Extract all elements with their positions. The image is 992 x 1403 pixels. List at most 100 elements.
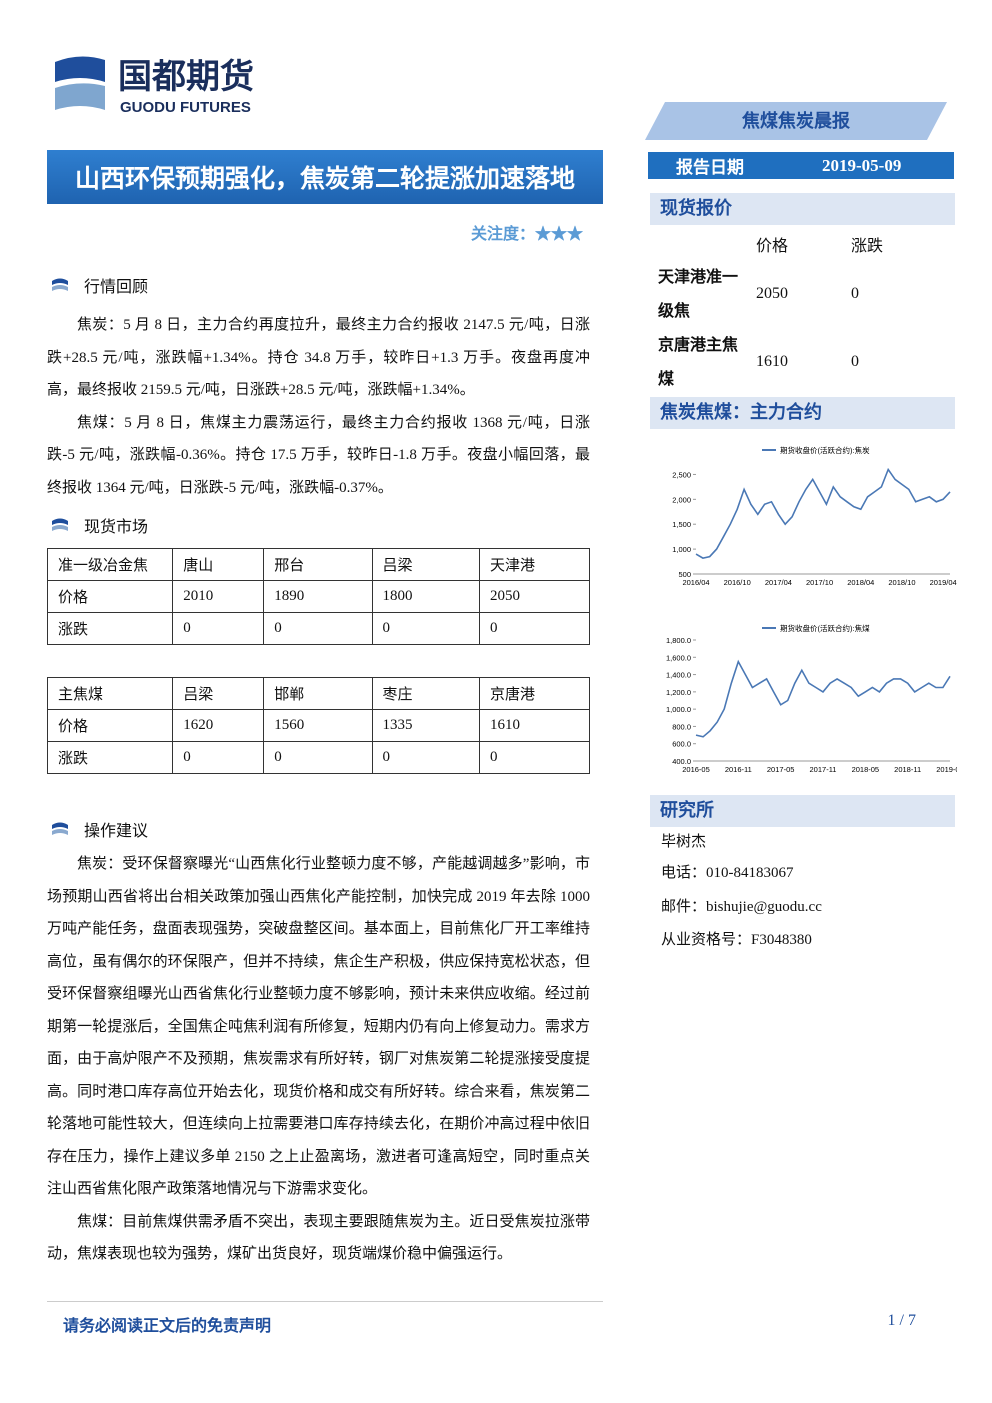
column-header: 价格 [756, 236, 789, 255]
report-banner: 焦煤焦炭晨报 [645, 102, 947, 140]
section-heading: 操作建议 [50, 817, 148, 841]
y-tick-label: 1,400.0 [666, 671, 691, 680]
table-cell: 1890 [263, 580, 373, 613]
disclaimer: 请务必阅读正文后的免责声明 [63, 1316, 272, 1335]
y-tick-label: 1,800.0 [666, 636, 691, 645]
table-cell: 0 [371, 741, 480, 774]
chart: 500 1,000 1,500 2,000 2,500 2016/04 2016/10 201… [672, 445, 957, 587]
x-tick-label: 2019/04 [930, 578, 957, 587]
table-cell: 0 [371, 612, 480, 645]
table-cell: 2050 [478, 580, 591, 613]
quote-change: 0 [851, 285, 859, 302]
x-tick-label: 2017/04 [765, 578, 792, 587]
table-cell: 吕梁 [371, 548, 480, 581]
quote-change: 0 [851, 353, 859, 370]
logo-en: GUODU FUTURES [120, 99, 251, 116]
doc-title: 山西环保预期强化，焦炭第二轮提涨加速落地 [47, 150, 603, 204]
researcher-phone: 电话：010-84183067 [661, 865, 794, 881]
table-cell: 0 [172, 741, 265, 774]
heading-text: 现货市场 [84, 519, 149, 536]
x-tick-label: 2018/10 [888, 578, 915, 587]
table-row: 涨跌 0 0 0 0 [46, 612, 591, 645]
icon [52, 822, 68, 835]
spot-table: 准一级冶金焦 唐山 邢台 吕梁 天津港 价格 2010 1890 1800 2050 涨跌 0 0 0 0 [46, 548, 591, 645]
x-tick-label: 2019-05 [936, 765, 957, 774]
table-row: 涨跌 0 0 0 0 [46, 741, 591, 774]
table-cell: 0 [478, 612, 591, 645]
table-cell: 天津港 [478, 548, 591, 581]
series-line [695, 467, 951, 559]
heading-text: 操作建议 [84, 823, 149, 840]
x-tick-label: 2018-05 [852, 765, 880, 774]
column-header: 涨跌 [851, 236, 884, 255]
table-cell: 涨跌 [46, 612, 174, 645]
table-cell: 1800 [371, 580, 480, 613]
x-tick-label: 2016/04 [682, 578, 709, 587]
advice-text: 焦炭：受环保督察曝光“山西焦化行业整顿力度不够，产能越调越多”影响，市场预期山西… [47, 848, 590, 1271]
spot-tables: 准一级冶金焦 唐山 邢台 吕梁 天津港 价格 2010 1890 1800 2050 涨跌 0 0 0 0 主… [46, 548, 591, 774]
legend-label: 期货收盘价(活跃合约):焦炭 [780, 445, 870, 455]
table-cell: 邯郸 [263, 677, 373, 710]
quote-table: 价格 涨跌 天津港准一级焦 2050 0 京唐港主焦煤 1610 0 [658, 228, 954, 396]
section-heading: 现货市场 [50, 513, 148, 537]
report-name: 焦煤焦炭晨报 [741, 110, 850, 132]
paragraph: 焦煤：5 月 8 日，焦煤主力震荡运行，最终主力合约报收 1368 元/吨，日涨… [47, 414, 590, 496]
quote-price: 1610 [756, 353, 788, 370]
quote-header: 价格 涨跌 [658, 228, 954, 260]
y-tick-label: 500 [678, 570, 691, 579]
quote-name: 京唐港主焦煤 [658, 335, 739, 388]
futures-heading: 焦炭焦煤：主力合约 [650, 397, 955, 429]
paragraph: 焦炭：5 月 8 日，主力合约再度拉升，最终主力合约报收 2147.5 元/吨，… [47, 317, 590, 398]
x-tick-label: 2016/10 [724, 578, 751, 587]
y-tick-label: 1,200.0 [666, 688, 691, 697]
table-cell: 2010 [172, 580, 265, 613]
review-text: 焦炭：5 月 8 日，主力合约再度拉升，最终主力合约报收 2147.5 元/吨，… [47, 309, 590, 504]
series-line [695, 659, 951, 738]
research-heading: 研究所 [650, 795, 955, 827]
x-tick-label: 2017/10 [806, 578, 833, 587]
table-cell: 邢台 [263, 548, 373, 581]
section-heading: 行情回顾 [50, 273, 148, 297]
chart: 400.0 600.0 800.0 1,000.0 1,200.0 1,400.0 1,60… [666, 623, 957, 774]
table-cell: 1560 [263, 709, 373, 742]
table-cell: 0 [172, 612, 265, 645]
x-tick-label: 2018/04 [847, 578, 874, 587]
date-label: 报告日期 [676, 158, 744, 177]
y-tick-label: 1,600.0 [666, 653, 691, 662]
table-cell: 涨跌 [46, 741, 174, 774]
x-tick-label: 2016-05 [682, 765, 710, 774]
table-cell: 主焦煤 [46, 677, 174, 710]
table-cell: 吕梁 [172, 677, 265, 710]
table-row: 准一级冶金焦 唐山 邢台 吕梁 天津港 [46, 548, 591, 581]
y-tick-label: 1,000 [672, 545, 691, 554]
y-tick-label: 1,000.0 [666, 705, 691, 714]
y-tick-label: 600.0 [672, 740, 691, 749]
date-bar: 报告日期 2019-05-09 [648, 152, 954, 179]
table-cell: 京唐港 [478, 677, 591, 710]
x-tick-label: 2017-05 [767, 765, 795, 774]
quote-heading: 现货报价 [650, 193, 955, 225]
paragraph: 焦炭：受环保督察曝光“山西焦化行业整顿力度不够，产能越调越多”影响，市场预期山西… [47, 856, 590, 1197]
table-cell: 0 [478, 741, 591, 774]
researcher-license: 从业资格号：F3048380 [661, 932, 812, 948]
table-row: 价格 1620 1560 1335 1610 [46, 709, 591, 742]
table-cell: 1335 [371, 709, 480, 742]
table-cell: 价格 [46, 709, 174, 742]
page-number: 1 / 7 [887, 1312, 916, 1329]
x-tick-label: 2018-11 [894, 765, 921, 774]
table-cell: 准一级冶金焦 [46, 548, 174, 581]
attention-stars: ★★★ [534, 226, 583, 243]
researcher-name: 毕树杰 [661, 834, 707, 850]
table-cell: 0 [263, 612, 373, 645]
icon [52, 518, 68, 531]
heading-text: 行情回顾 [84, 279, 149, 296]
y-tick-label: 800.0 [672, 722, 691, 731]
table-cell: 枣庄 [371, 677, 480, 710]
table-cell: 1620 [172, 709, 265, 742]
logo-cn: 国都期货 [118, 57, 254, 97]
y-tick-label: 2,000 [672, 495, 691, 504]
attention: 关注度：★★★ [380, 220, 583, 244]
y-tick-label: 2,500 [672, 470, 691, 479]
x-tick-label: 2016-11 [725, 765, 752, 774]
